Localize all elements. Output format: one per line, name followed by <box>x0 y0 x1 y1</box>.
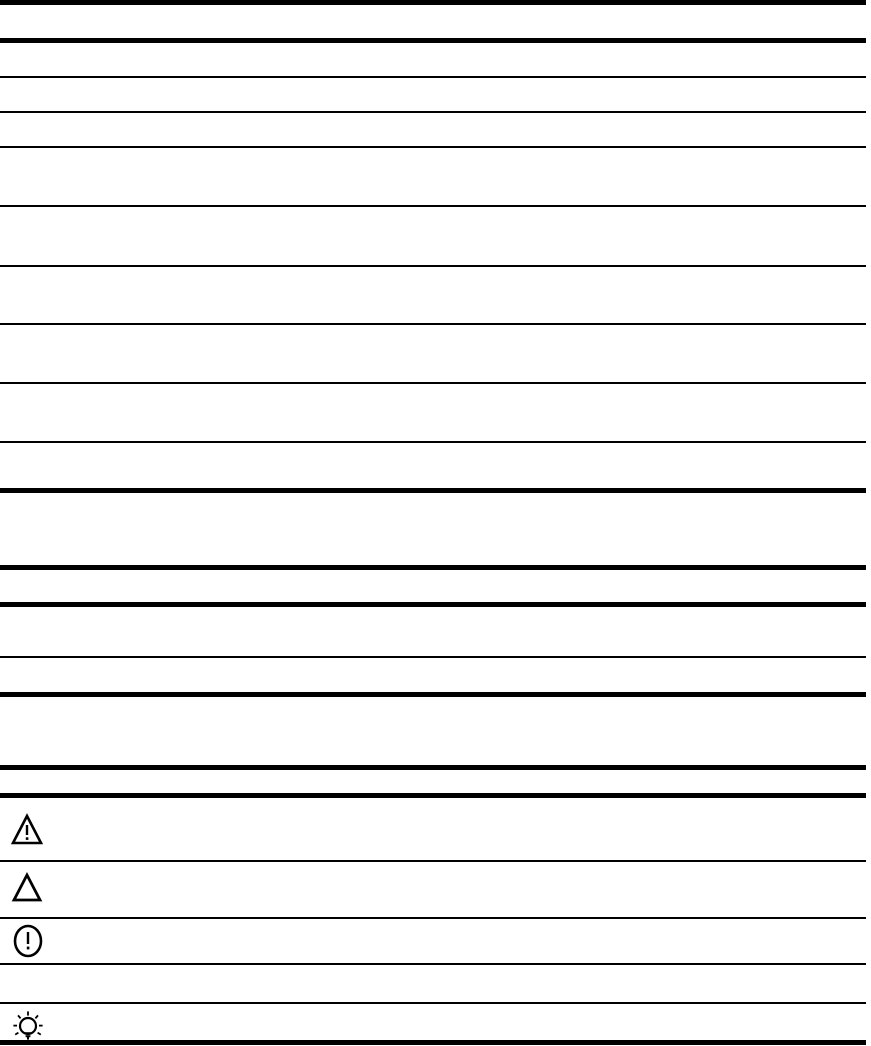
table-rule <box>0 111 866 113</box>
table-rule-top <box>0 692 866 697</box>
table-rule <box>0 963 866 965</box>
notice-exclamation-circle-icon <box>12 923 44 959</box>
table-rule <box>0 656 866 658</box>
table-rule-top <box>0 793 866 798</box>
table-rule <box>0 76 866 78</box>
third-table <box>0 692 871 770</box>
table-rule <box>0 205 866 207</box>
table-rule <box>0 917 866 919</box>
table-rule-bottom <box>0 765 866 770</box>
table-rule-header <box>0 38 866 43</box>
first-table <box>0 0 871 493</box>
table-rule <box>0 602 866 607</box>
symbols-legend-table <box>0 793 871 1046</box>
legend-row-tip <box>10 1005 66 1045</box>
second-table <box>0 488 871 697</box>
legend-row-warning <box>10 807 66 853</box>
table-rule <box>0 441 866 443</box>
table-rule <box>0 1002 866 1004</box>
legend-row-notice <box>12 921 68 961</box>
table-rule <box>0 146 866 148</box>
table-rule-header <box>0 565 866 570</box>
table-rule-top <box>0 0 866 5</box>
table-rule-bottom <box>0 1040 866 1045</box>
caution-triangle-icon <box>10 871 44 905</box>
table-rule-top <box>0 488 866 493</box>
tip-lightbulb-icon <box>10 1006 46 1044</box>
table-rule <box>0 382 866 384</box>
table-rule <box>0 323 866 325</box>
table-rule <box>0 265 866 267</box>
table-rule <box>0 860 866 862</box>
legend-row-caution <box>10 867 66 909</box>
warning-triangle-icon <box>10 813 44 847</box>
